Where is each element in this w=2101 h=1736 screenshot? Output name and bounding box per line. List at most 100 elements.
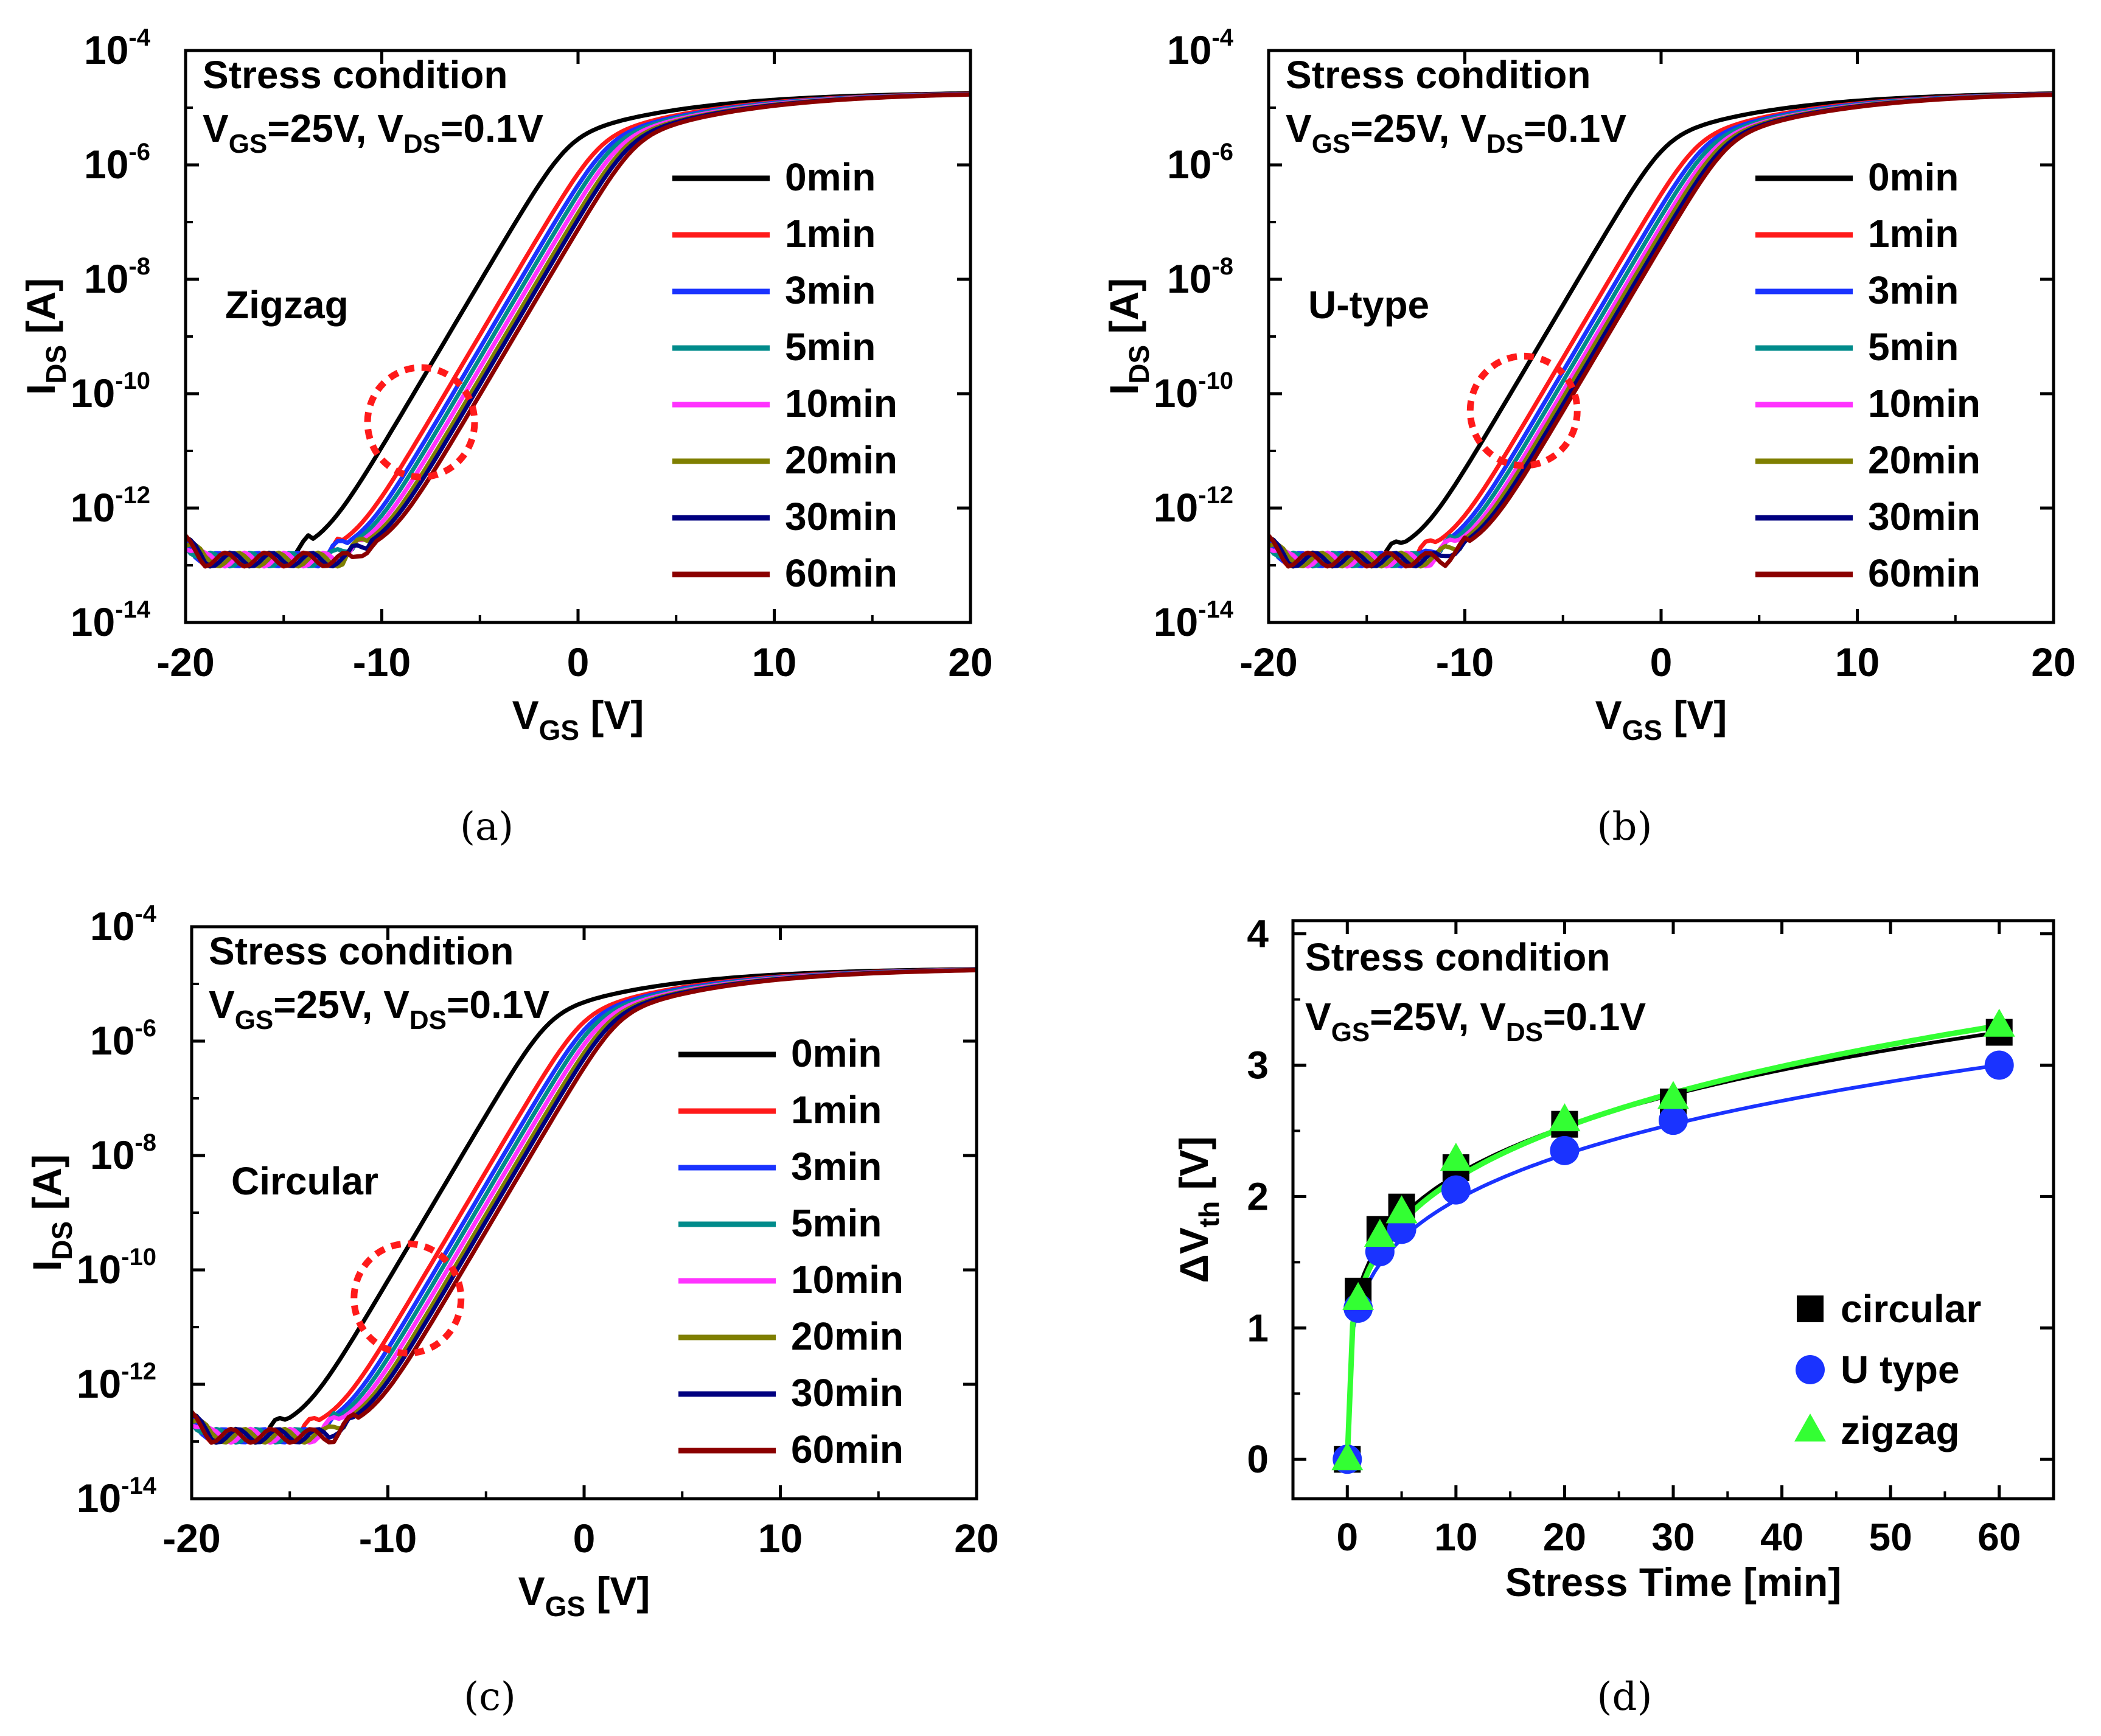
- x-tick-label: 10: [1434, 1515, 1477, 1559]
- legend-label: 3min: [785, 268, 876, 312]
- marker-zigzag: [1440, 1142, 1472, 1171]
- y-tick-label: 10-6: [90, 1015, 156, 1063]
- marker-zigzag: [1385, 1195, 1418, 1224]
- legend-label: circular: [1841, 1287, 1981, 1331]
- annotation-title: Stress condition: [203, 53, 507, 97]
- legend-label: 10min: [791, 1258, 904, 1302]
- x-axis-label: Stress Time [min]: [1505, 1560, 1842, 1605]
- y-tick-label: 2: [1247, 1174, 1269, 1218]
- x-tick-label: -10: [1436, 640, 1494, 685]
- marker-U type: [1659, 1106, 1688, 1135]
- annotation-title: Stress condition: [209, 929, 514, 973]
- legend-label: 5min: [1868, 325, 1959, 369]
- x-tick-label: -20: [162, 1516, 220, 1561]
- x-tick-label: 0: [573, 1516, 596, 1561]
- series-line-60min: [1269, 92, 2054, 569]
- curves: [186, 91, 970, 569]
- legend-marker-circular: [1797, 1295, 1824, 1322]
- caption: (a): [460, 804, 514, 849]
- legend-label: 1min: [1868, 212, 1959, 256]
- caption: (c): [464, 1675, 516, 1720]
- y-tick-label: 3: [1247, 1044, 1269, 1087]
- x-tick-label: 0: [567, 640, 590, 685]
- legend-label: 0min: [791, 1031, 882, 1075]
- annotation-title: Stress condition: [1305, 935, 1610, 979]
- device-label: Zigzag: [225, 283, 349, 327]
- y-tick-label: 10-4: [84, 24, 151, 72]
- y-tick-label: 1: [1247, 1306, 1269, 1350]
- x-tick-label: -10: [353, 640, 411, 685]
- legend-label: 30min: [1868, 495, 1981, 539]
- x-tick-label: 10: [758, 1516, 803, 1561]
- legend-label: 1min: [785, 212, 876, 256]
- x-tick-label: 50: [1869, 1515, 1912, 1559]
- x-axis-label: VGS [V]: [518, 1569, 650, 1622]
- highlight-circle: [364, 364, 478, 481]
- y-tick-label: 10-6: [84, 139, 150, 187]
- marker-zigzag: [1331, 1442, 1364, 1471]
- caption: (d): [1597, 1675, 1653, 1720]
- caption: (b): [1597, 804, 1653, 849]
- series-line-60min: [186, 92, 970, 569]
- legend-label: 5min: [791, 1201, 882, 1245]
- curves: [192, 967, 977, 1445]
- x-tick-label: 10: [1835, 640, 1880, 685]
- x-tick-label: 40: [1760, 1515, 1803, 1559]
- marker-zigzag: [1983, 1008, 2015, 1037]
- x-tick-label: 0: [1336, 1515, 1358, 1559]
- y-tick-label: 10-4: [1167, 24, 1234, 72]
- x-tick-label: 60: [1977, 1515, 2021, 1559]
- legend-marker-zigzag: [1794, 1414, 1826, 1441]
- legend-label: 1min: [791, 1088, 882, 1132]
- x-tick-label: 20: [1543, 1515, 1586, 1559]
- legend-label: 0min: [785, 155, 876, 199]
- highlight-circle: [1466, 352, 1581, 469]
- marker-zigzag: [1549, 1103, 1581, 1132]
- y-tick-label: 10-8: [84, 253, 150, 301]
- x-axis-label: VGS [V]: [1595, 692, 1727, 746]
- x-tick-label: -10: [359, 1516, 417, 1561]
- annotation-condition: VGS=25V, VDS=0.1V: [1305, 995, 1646, 1047]
- y-tick-label: 10-12: [71, 482, 150, 530]
- legend-label: 0min: [1868, 155, 1959, 199]
- legend-label: 3min: [791, 1145, 882, 1188]
- legend-label: 20min: [785, 438, 897, 482]
- x-tick-label: 20: [954, 1516, 998, 1561]
- y-tick-label: 10-14: [77, 1473, 157, 1521]
- legend-label: 5min: [785, 325, 876, 369]
- legend-label: U type: [1841, 1348, 1960, 1392]
- curves: [1269, 91, 2054, 569]
- y-tick-label: 0: [1247, 1437, 1269, 1481]
- y-tick-label: 10-14: [1154, 596, 1234, 644]
- y-tick-label: 10-4: [90, 901, 157, 949]
- marker-U type: [1550, 1135, 1580, 1165]
- legend-label: 20min: [791, 1314, 904, 1358]
- legend-label: 60min: [791, 1427, 904, 1471]
- marker-U type: [1984, 1050, 2014, 1080]
- legend-marker-U type: [1796, 1355, 1825, 1384]
- y-axis-label: IDS [A]: [1101, 278, 1155, 395]
- x-tick-label: -20: [1239, 640, 1297, 685]
- marker-zigzag: [1657, 1081, 1689, 1109]
- y-tick-label: 4: [1247, 912, 1269, 956]
- device-label: Circular: [231, 1159, 378, 1203]
- y-axis-label: IDS [A]: [18, 278, 72, 395]
- x-axis-label: VGS [V]: [512, 692, 644, 746]
- annotation-title: Stress condition: [1286, 53, 1591, 97]
- legend-label: 60min: [1868, 551, 1981, 595]
- series-line-60min: [192, 968, 977, 1445]
- x-tick-label: -20: [156, 640, 214, 685]
- panel-a: -20 -10 0 10 20 10-14 10-12 10-10 10-8 10-6 10-4 VG…: [18, 24, 993, 849]
- y-axis-label: ΔVth [V]: [1171, 1136, 1225, 1283]
- x-tick-label: 0: [1650, 640, 1673, 685]
- highlight-circle: [350, 1240, 465, 1357]
- marker-U type: [1441, 1175, 1471, 1205]
- x-tick-label: 30: [1651, 1515, 1695, 1559]
- y-tick-label: 10-6: [1167, 139, 1233, 187]
- legend-label: 30min: [791, 1371, 904, 1415]
- x-tick-label: 10: [752, 640, 796, 685]
- y-tick-label: 10-14: [71, 596, 151, 644]
- legend-label: 20min: [1868, 438, 1981, 482]
- x-tick-label: 20: [2031, 640, 2075, 685]
